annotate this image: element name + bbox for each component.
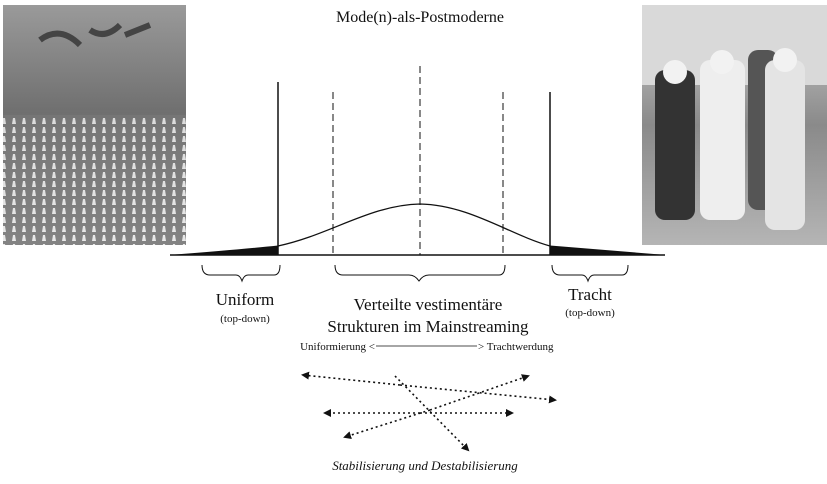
- label: Verteilte vestimentäre: [354, 295, 503, 314]
- label: Strukturen im Mainstreaming: [327, 317, 529, 336]
- arrows: [301, 371, 557, 452]
- scale-left: Uniformierung <: [300, 341, 375, 353]
- sublabel: (top-down): [565, 307, 615, 319]
- distribution: [170, 66, 665, 283]
- photo-left: [3, 5, 186, 245]
- label: Uniform: [216, 290, 275, 309]
- scale-right: > Trachtwerdung: [478, 341, 554, 353]
- sublabel: (top-down): [220, 313, 270, 325]
- photo-right: [642, 5, 827, 245]
- title: Mode(n)-als-Postmoderne: [336, 9, 504, 26]
- label: Tracht: [568, 285, 612, 304]
- caption: Stabilisierung und Destabilisierung: [332, 458, 518, 473]
